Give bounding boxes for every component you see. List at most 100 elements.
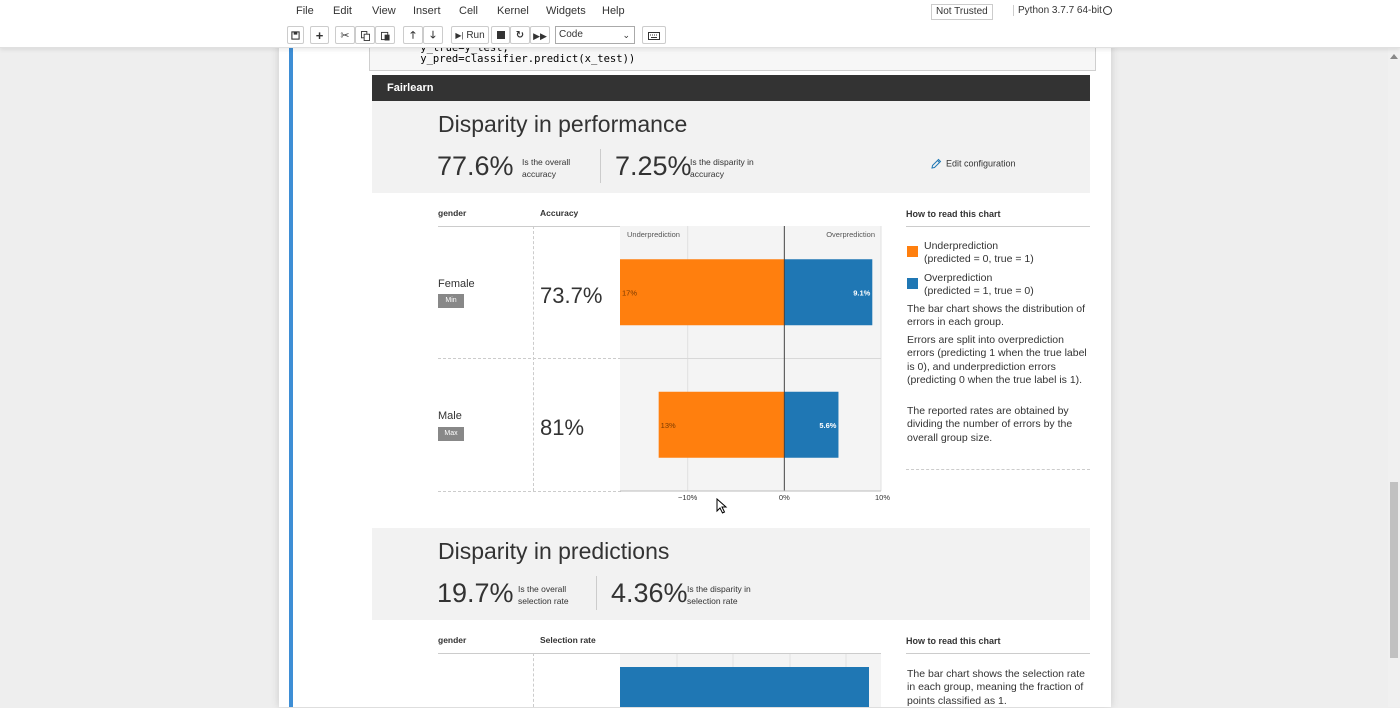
- page-scrollbar[interactable]: [1388, 48, 1400, 707]
- paste-button[interactable]: [375, 26, 395, 44]
- underprediction-legend: Underprediction (predicted = 0, true = 1): [924, 240, 1034, 266]
- notebook-header: File Edit View Insert Cell Kernel Widget…: [0, 0, 1400, 48]
- edit-configuration-label: Edit configuration: [946, 158, 1016, 169]
- code-line: y_pred=classifier.predict(x_test)): [395, 53, 636, 65]
- overprediction-legend: Overprediction (predicted = 1, true = 0): [924, 272, 1034, 298]
- bar-value-label: 5.6%: [819, 421, 836, 430]
- edit-configuration-button[interactable]: Edit configuration: [930, 158, 1016, 170]
- fairlearn-header: Fairlearn: [372, 75, 1090, 101]
- insert-cell-button[interactable]: +: [310, 26, 329, 44]
- interrupt-button[interactable]: [491, 26, 510, 44]
- max-badge: Max: [438, 427, 464, 441]
- pencil-icon: [931, 158, 942, 169]
- kernel-status-icon: [1103, 6, 1112, 15]
- overprediction-bar: [784, 391, 839, 458]
- cell-type-select[interactable]: Code ⌄: [555, 26, 635, 44]
- bar-value-label: 13%: [661, 421, 676, 430]
- bar-value-label: 17%: [622, 288, 637, 297]
- overprediction-axis-label: Overprediction: [826, 230, 875, 239]
- menu-view[interactable]: View: [372, 5, 396, 17]
- underprediction-bar: [658, 391, 785, 458]
- legend-label: Underprediction: [924, 240, 999, 252]
- min-badge: Min: [438, 294, 464, 308]
- accuracy-column-header: Accuracy: [540, 208, 579, 218]
- move-down-button[interactable]: 🡓: [423, 26, 443, 44]
- command-palette-button[interactable]: [642, 26, 666, 44]
- predictions-summary: Disparity in predictions 19.7% Is the ov…: [372, 528, 1090, 620]
- menu-widgets[interactable]: Widgets: [546, 5, 586, 17]
- restart-button[interactable]: ↻: [510, 26, 530, 44]
- menu-kernel[interactable]: Kernel: [497, 5, 529, 17]
- menu-help[interactable]: Help: [602, 5, 625, 17]
- restart-run-all-button[interactable]: ▶▶: [530, 26, 550, 44]
- refresh-icon: ↻: [515, 30, 525, 41]
- code-cell-input[interactable]: y_true=y_test, y_pred=classifier.predict…: [369, 42, 1096, 71]
- save-button[interactable]: [287, 26, 304, 44]
- step-forward-icon: ▶|: [455, 31, 464, 40]
- howto-title: How to read this chart: [906, 636, 1001, 646]
- accuracy-disparity-label: Is the disparity in accuracy: [690, 157, 754, 179]
- overall-accuracy-value: 77.6%: [437, 151, 514, 181]
- run-button[interactable]: ▶| Run: [451, 26, 489, 44]
- performance-summary: Disparity in performance 77.6% Is the ov…: [372, 101, 1090, 193]
- group-accuracy: 73.7%: [540, 283, 603, 308]
- trust-indicator[interactable]: Not Trusted: [931, 4, 993, 20]
- overall-selection-rate-label: Is the overall selection rate: [518, 584, 569, 606]
- legend-label: Overprediction: [924, 272, 993, 284]
- howto-divider: [906, 653, 1090, 654]
- cut-button[interactable]: ✂: [335, 26, 355, 44]
- selection-rate-column-header: Selection rate: [540, 635, 596, 645]
- paste-icon: [380, 31, 390, 41]
- arrow-down-icon: 🡓: [430, 30, 436, 41]
- error-distribution-chart: 17% 9.1% 13% 5.6% −10% 0% 10% Underprediction…: [620, 226, 890, 502]
- selection-rate-disparity-value: 4.36%: [611, 578, 688, 608]
- fast-forward-icon: ▶▶: [533, 31, 547, 41]
- x-tick-label: 0%: [779, 493, 790, 502]
- menubar: File Edit View Insert Cell Kernel Widget…: [284, 0, 1116, 23]
- keyboard-icon: [648, 32, 660, 40]
- save-icon: [291, 31, 300, 40]
- copy-icon: [360, 31, 370, 41]
- column-divider: [533, 653, 534, 707]
- legend-detail: (predicted = 1, true = 0): [924, 285, 1034, 297]
- copy-button[interactable]: [355, 26, 375, 44]
- legend-detail: (predicted = 0, true = 1): [924, 253, 1034, 265]
- menu-insert[interactable]: Insert: [413, 5, 441, 17]
- menu-cell[interactable]: Cell: [459, 5, 478, 17]
- x-tick-label: 10%: [875, 493, 890, 502]
- accuracy-disparity-value: 7.25%: [615, 151, 692, 181]
- plus-icon: +: [315, 28, 324, 43]
- column-divider: [533, 226, 534, 491]
- kernel-name: Python 3.7.7 64-bit: [1013, 5, 1102, 16]
- arrow-up-icon: 🡑: [410, 30, 416, 41]
- run-label: Run: [466, 30, 485, 41]
- overprediction-swatch: [907, 278, 918, 289]
- scroll-up-arrow-icon[interactable]: [1390, 54, 1398, 59]
- howto-divider: [906, 226, 1090, 227]
- overall-selection-rate-value: 19.7%: [437, 578, 514, 608]
- howto-bottom-divider: [906, 469, 1090, 470]
- underprediction-bar: [620, 259, 785, 326]
- menu-file[interactable]: File: [296, 5, 314, 17]
- move-up-button[interactable]: 🡑: [403, 26, 423, 44]
- howto-paragraph: The bar chart shows the selection rate i…: [907, 668, 1086, 707]
- cell-type-value: Code: [559, 29, 583, 40]
- howto-paragraph: The reported rates are obtained by divid…: [907, 405, 1073, 444]
- mouse-cursor-icon: [716, 498, 728, 514]
- group-column-header: gender: [438, 208, 467, 218]
- chevron-down-icon: ⌄: [622, 30, 630, 40]
- group-name: Female: [438, 278, 475, 290]
- divider: [600, 149, 601, 183]
- scissors-icon: ✂: [340, 30, 350, 42]
- header-divider: [438, 653, 881, 654]
- selection-rate-disparity-label: Is the disparity in selection rate: [687, 584, 751, 606]
- selected-cell-indicator: [289, 48, 293, 707]
- stop-icon: [496, 31, 505, 39]
- predictions-title: Disparity in predictions: [438, 538, 670, 564]
- bar-value-label: 9.1%: [853, 288, 870, 297]
- menu-edit[interactable]: Edit: [333, 5, 352, 17]
- underprediction-axis-label: Underprediction: [627, 230, 680, 239]
- selection-rate-chart: [620, 654, 881, 707]
- howto-paragraph: The bar chart shows the distribution of …: [907, 303, 1086, 329]
- scrollbar-thumb[interactable]: [1390, 482, 1398, 658]
